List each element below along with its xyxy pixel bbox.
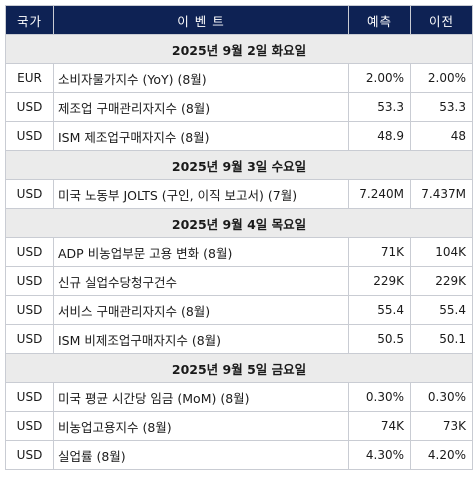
previous-cell: 104K [410, 237, 473, 267]
previous-cell: 7.437M [410, 179, 473, 209]
previous-cell: 73K [410, 411, 473, 441]
forecast-cell: 7.240M [348, 179, 411, 209]
previous-cell: 2.00% [410, 63, 473, 93]
forecast-cell: 55.4 [348, 295, 411, 325]
date-row: 2025년 9월 2일 화요일 [5, 34, 473, 64]
date-heading: 2025년 9월 5일 금요일 [5, 353, 473, 383]
country-cell: USD [5, 440, 54, 470]
previous-cell: 53.3 [410, 92, 473, 122]
column-header-forecast: 예측 [348, 5, 411, 35]
previous-cell: 55.4 [410, 295, 473, 325]
table-row: USD ISM 제조업구매자지수 (8월) 48.9 48 [5, 121, 473, 151]
date-heading: 2025년 9월 4일 목요일 [5, 208, 473, 238]
table-row: USD 미국 평균 시간당 임금 (MoM) (8월) 0.30% 0.30% [5, 382, 473, 412]
previous-cell: 4.20% [410, 440, 473, 470]
date-heading: 2025년 9월 3일 수요일 [5, 150, 473, 180]
date-row: 2025년 9월 4일 목요일 [5, 208, 473, 238]
country-cell: EUR [5, 63, 54, 93]
country-cell: USD [5, 237, 54, 267]
previous-cell: 0.30% [410, 382, 473, 412]
event-cell: ISM 제조업구매자지수 (8월) [53, 121, 349, 151]
forecast-cell: 229K [348, 266, 411, 296]
date-row: 2025년 9월 5일 금요일 [5, 353, 473, 383]
country-cell: USD [5, 266, 54, 296]
forecast-cell: 71K [348, 237, 411, 267]
event-cell: ADP 비농업부문 고용 변화 (8월) [53, 237, 349, 267]
event-cell: 미국 노동부 JOLTS (구인, 이직 보고서) (7월) [53, 179, 349, 209]
forecast-cell: 74K [348, 411, 411, 441]
event-cell: 소비자물가지수 (YoY) (8월) [53, 63, 349, 93]
calendar-body: 2025년 9월 2일 화요일 EUR 소비자물가지수 (YoY) (8월) 2… [5, 34, 473, 470]
event-cell: 서비스 구매관리자지수 (8월) [53, 295, 349, 325]
date-heading: 2025년 9월 2일 화요일 [5, 34, 473, 64]
table-row: USD 서비스 구매관리자지수 (8월) 55.4 55.4 [5, 295, 473, 325]
forecast-cell: 48.9 [348, 121, 411, 151]
table-row: USD 신규 실업수당청구건수 229K 229K [5, 266, 473, 296]
column-header-country: 국가 [5, 5, 54, 35]
column-header-previous: 이전 [410, 5, 473, 35]
country-cell: USD [5, 92, 54, 122]
forecast-cell: 2.00% [348, 63, 411, 93]
economic-calendar-table: 국가 이 벤 트 예측 이전 2025년 9월 2일 화요일 EUR 소비자물가… [5, 5, 473, 470]
forecast-cell: 50.5 [348, 324, 411, 354]
table-row: USD ISM 비제조업구매자지수 (8월) 50.5 50.1 [5, 324, 473, 354]
date-row: 2025년 9월 3일 수요일 [5, 150, 473, 180]
event-cell: 미국 평균 시간당 임금 (MoM) (8월) [53, 382, 349, 412]
table-row: USD ADP 비농업부문 고용 변화 (8월) 71K 104K [5, 237, 473, 267]
table-row: USD 미국 노동부 JOLTS (구인, 이직 보고서) (7월) 7.240… [5, 179, 473, 209]
event-cell: ISM 비제조업구매자지수 (8월) [53, 324, 349, 354]
event-cell: 제조업 구매관리자지수 (8월) [53, 92, 349, 122]
country-cell: USD [5, 324, 54, 354]
country-cell: USD [5, 121, 54, 151]
table-row: USD 실업률 (8월) 4.30% 4.20% [5, 440, 473, 470]
previous-cell: 229K [410, 266, 473, 296]
table-row: EUR 소비자물가지수 (YoY) (8월) 2.00% 2.00% [5, 63, 473, 93]
country-cell: USD [5, 382, 54, 412]
forecast-cell: 4.30% [348, 440, 411, 470]
table-row: USD 비농업고용지수 (8월) 74K 73K [5, 411, 473, 441]
country-cell: USD [5, 411, 54, 441]
event-cell: 신규 실업수당청구건수 [53, 266, 349, 296]
table-row: USD 제조업 구매관리자지수 (8월) 53.3 53.3 [5, 92, 473, 122]
event-cell: 비농업고용지수 (8월) [53, 411, 349, 441]
country-cell: USD [5, 295, 54, 325]
country-cell: USD [5, 179, 54, 209]
previous-cell: 50.1 [410, 324, 473, 354]
forecast-cell: 0.30% [348, 382, 411, 412]
event-cell: 실업률 (8월) [53, 440, 349, 470]
previous-cell: 48 [410, 121, 473, 151]
column-header-event: 이 벤 트 [53, 5, 349, 35]
forecast-cell: 53.3 [348, 92, 411, 122]
header-row: 국가 이 벤 트 예측 이전 [5, 5, 473, 35]
